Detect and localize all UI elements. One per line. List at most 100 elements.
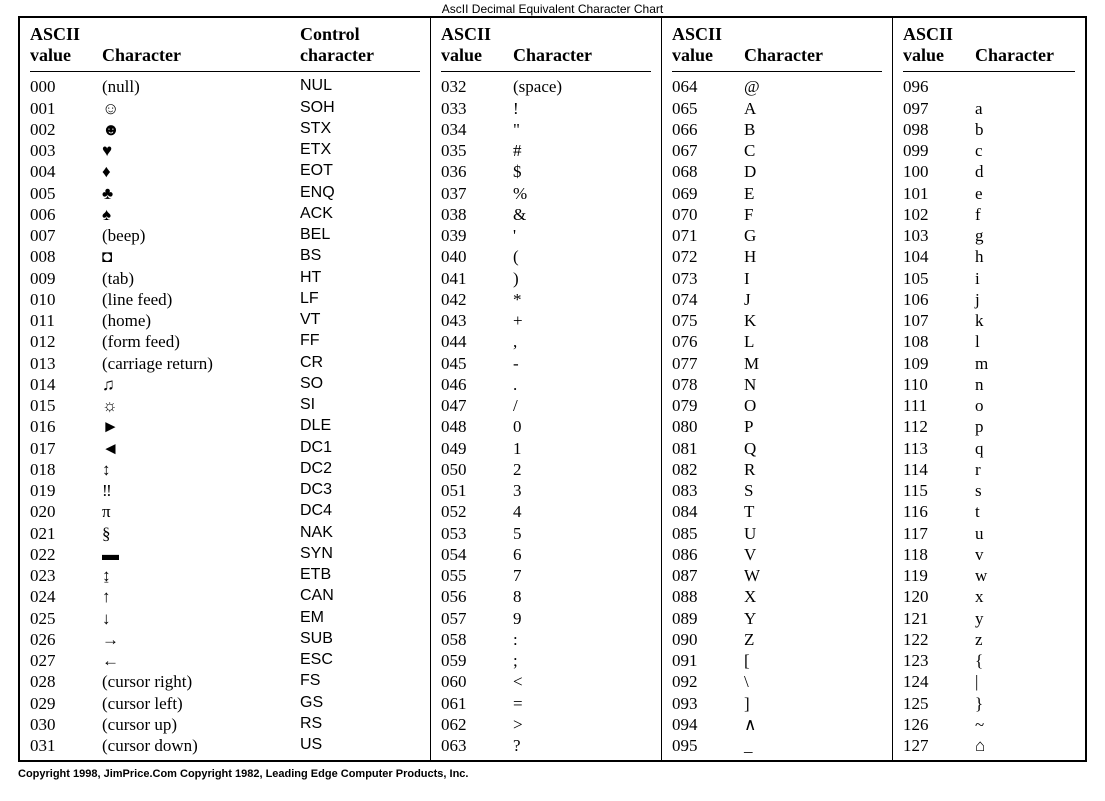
table-row: 088X: [672, 586, 882, 607]
cell-control: BEL: [300, 225, 420, 246]
table-row: 079O: [672, 395, 882, 416]
cell-ascii-value: 127: [903, 735, 975, 756]
cell-control: SI: [300, 395, 420, 416]
table-row: 058:: [441, 629, 651, 650]
cell-ascii-value: 061: [441, 693, 513, 714]
table-row: 094∧: [672, 714, 882, 735]
header-ascii-value: ASCIIvalue: [903, 24, 975, 65]
cell-character: L: [744, 331, 882, 352]
table-row: 083S: [672, 480, 882, 501]
cell-ascii-value: 012: [30, 331, 102, 352]
cell-ascii-value: 067: [672, 140, 744, 161]
cell-ascii-value: 004: [30, 161, 102, 182]
cell-character: p: [975, 416, 1075, 437]
cell-character: ;: [513, 650, 651, 671]
cell-character: *: [513, 289, 651, 310]
table-row: 017◄DC1: [30, 438, 420, 459]
cell-character: +: [513, 310, 651, 331]
table-row: 007(beep)BEL: [30, 225, 420, 246]
cell-character: (space): [513, 76, 651, 97]
cell-control: GS: [300, 693, 420, 714]
cell-ascii-value: 029: [30, 693, 102, 714]
table-row: 116t: [903, 501, 1075, 522]
cell-ascii-value: 002: [30, 119, 102, 140]
cell-ascii-value: 022: [30, 544, 102, 565]
cell-character: q: [975, 438, 1075, 459]
cell-ascii-value: 116: [903, 501, 975, 522]
cell-character: (home): [102, 310, 300, 331]
cell-character: D: [744, 161, 882, 182]
cell-character: ♫: [102, 374, 300, 395]
cell-ascii-value: 054: [441, 544, 513, 565]
table-row: 076L: [672, 331, 882, 352]
cell-character: F: [744, 204, 882, 225]
table-row: 127⌂: [903, 735, 1075, 756]
table-row: 0557: [441, 565, 651, 586]
header-character: Character: [975, 24, 1075, 65]
cell-character: P: [744, 416, 882, 437]
table-row: 037%: [441, 183, 651, 204]
table-row: 031(cursor down)US: [30, 735, 420, 756]
cell-ascii-value: 074: [672, 289, 744, 310]
cell-character: Y: [744, 608, 882, 629]
cell-character: M: [744, 353, 882, 374]
cell-ascii-value: 098: [903, 119, 975, 140]
table-row: 033!: [441, 98, 651, 119]
cell-ascii-value: 038: [441, 204, 513, 225]
table-row: 060<: [441, 671, 651, 692]
cell-ascii-value: 048: [441, 416, 513, 437]
cell-control: DLE: [300, 416, 420, 437]
table-row: 111o: [903, 395, 1075, 416]
cell-ascii-value: 016: [30, 416, 102, 437]
cell-character: ): [513, 268, 651, 289]
table-row: 099c: [903, 140, 1075, 161]
table-row: 090Z: [672, 629, 882, 650]
cell-control: BS: [300, 246, 420, 267]
cell-ascii-value: 058: [441, 629, 513, 650]
cell-control: SO: [300, 374, 420, 395]
cell-character: 7: [513, 565, 651, 586]
table-row: 077M: [672, 353, 882, 374]
cell-control: VT: [300, 310, 420, 331]
cell-character: s: [975, 480, 1075, 501]
cell-ascii-value: 076: [672, 331, 744, 352]
table-row: 011(home)VT: [30, 310, 420, 331]
cell-character: G: [744, 225, 882, 246]
table-row: 106j: [903, 289, 1075, 310]
cell-control: NAK: [300, 523, 420, 544]
table-row: 021§NAK: [30, 523, 420, 544]
table-row: 013(carriage return)CR: [30, 353, 420, 374]
cell-character: :: [513, 629, 651, 650]
cell-character: k: [975, 310, 1075, 331]
cell-character: Q: [744, 438, 882, 459]
cell-character: ♠: [102, 204, 300, 225]
cell-character: 9: [513, 608, 651, 629]
table-row: 098b: [903, 119, 1075, 140]
cell-ascii-value: 093: [672, 693, 744, 714]
cell-control: HT: [300, 268, 420, 289]
cell-ascii-value: 123: [903, 650, 975, 671]
cell-ascii-value: 041: [441, 268, 513, 289]
cell-character: ‼: [102, 480, 300, 501]
table-row: 059;: [441, 650, 651, 671]
cell-character: 2: [513, 459, 651, 480]
cell-ascii-value: 107: [903, 310, 975, 331]
cell-character: ♥: [102, 140, 300, 161]
cell-character: (: [513, 246, 651, 267]
cell-ascii-value: 046: [441, 374, 513, 395]
cell-character: #: [513, 140, 651, 161]
cell-ascii-value: 007: [30, 225, 102, 246]
copyright-footer: Copyright 1998, JimPrice.Com Copyright 1…: [0, 766, 1105, 788]
header-ascii-value: ASCIIvalue: [672, 24, 744, 65]
cell-character: d: [975, 161, 1075, 182]
cell-character: E: [744, 183, 882, 204]
cell-control: FF: [300, 331, 420, 352]
cell-character: (cursor up): [102, 714, 300, 735]
table-row: 084T: [672, 501, 882, 522]
cell-character: b: [975, 119, 1075, 140]
table-row: 123{: [903, 650, 1075, 671]
cell-character: ~: [975, 714, 1075, 735]
table-row: 082R: [672, 459, 882, 480]
cell-character: K: [744, 310, 882, 331]
cell-character: ←: [102, 650, 300, 671]
